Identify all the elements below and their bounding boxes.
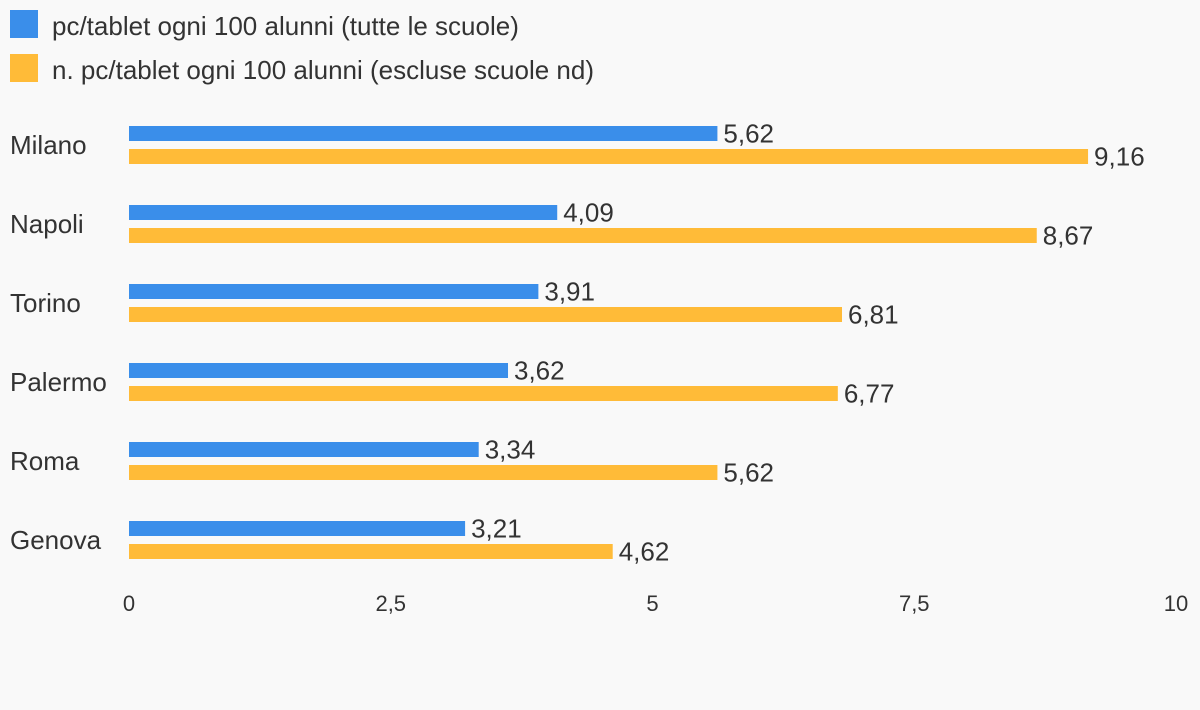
data-label: 9,16 (1094, 142, 1145, 172)
category-label: Napoli (10, 209, 84, 239)
bar-series-1[interactable] (129, 521, 466, 536)
bar-series-2[interactable] (129, 544, 613, 559)
data-label: 5,62 (723, 458, 774, 488)
category-label: Milano (10, 130, 87, 160)
data-label: 3,91 (544, 277, 595, 307)
bar-series-2[interactable] (129, 307, 843, 322)
bar-series-1[interactable] (129, 363, 509, 378)
x-tick-label: 5 (646, 591, 658, 616)
legend-label-series-2: n. pc/tablet ogni 100 alunni (escluse sc… (52, 55, 595, 85)
bar-series-2[interactable] (129, 465, 718, 480)
category-label: Torino (10, 288, 81, 318)
x-tick-label: 10 (1164, 591, 1188, 616)
bar-series-1[interactable] (129, 442, 479, 457)
bar-series-2[interactable] (129, 228, 1037, 243)
data-label: 6,81 (848, 300, 899, 330)
x-tick-label: 2,5 (375, 591, 406, 616)
legend-label-series-1: pc/tablet ogni 100 alunni (tutte le scuo… (52, 11, 519, 41)
data-label: 4,09 (563, 198, 614, 228)
bar-series-1[interactable] (129, 284, 539, 299)
data-label: 3,62 (514, 356, 565, 386)
legend-swatch-series-2 (10, 54, 38, 82)
bar-series-1[interactable] (129, 126, 718, 141)
x-tick-label: 7,5 (899, 591, 930, 616)
bar-series-1[interactable] (129, 205, 558, 220)
category-label: Genova (10, 525, 102, 555)
bar-series-2[interactable] (129, 386, 838, 401)
category-label: Roma (10, 446, 80, 476)
data-label: 3,21 (471, 514, 522, 544)
data-label: 3,34 (485, 435, 536, 465)
category-label: Palermo (10, 367, 107, 397)
data-label: 8,67 (1043, 221, 1094, 251)
bar-series-2[interactable] (129, 149, 1089, 164)
x-tick-label: 0 (123, 591, 135, 616)
legend-swatch-series-1 (10, 10, 38, 38)
data-label: 4,62 (619, 537, 670, 567)
data-label: 5,62 (723, 119, 774, 149)
data-label: 6,77 (844, 379, 895, 409)
